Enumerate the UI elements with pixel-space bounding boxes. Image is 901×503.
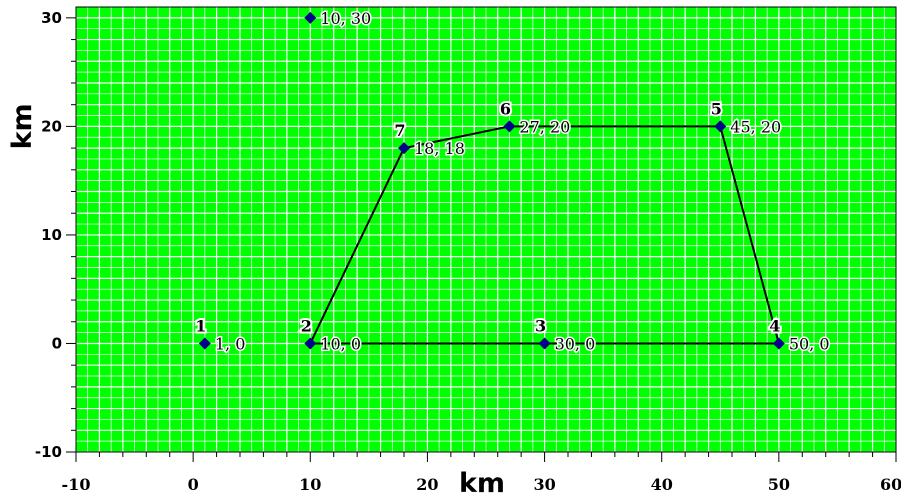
- x-tick-label: 30: [533, 475, 555, 494]
- point-id-label: 4: [769, 316, 780, 335]
- x-tick-label: 50: [768, 475, 790, 494]
- point-marker: [304, 11, 317, 24]
- point-marker: [304, 337, 317, 350]
- y-axis-ticks: 30 20 10 0 -10: [35, 9, 76, 461]
- point-id-label: 1: [195, 316, 206, 335]
- x-tick-label: 40: [651, 475, 673, 494]
- y-tick-label: 30: [41, 9, 62, 27]
- y-axis-title: km: [7, 103, 38, 149]
- y-tick-label: 10: [41, 226, 62, 244]
- x-tick-label: 0: [188, 475, 199, 494]
- point-id-label: 6: [500, 99, 511, 118]
- point-coordinate-label: 50, 0: [789, 334, 830, 353]
- point-coordinate-label: 10, 30: [320, 9, 371, 28]
- point-coordinate-label: 45, 20: [730, 117, 781, 136]
- point-coordinate-label: 10, 0: [320, 334, 361, 353]
- y-tick-label: 0: [52, 334, 62, 352]
- point-id-label: 7: [394, 121, 405, 140]
- point-marker: [538, 337, 551, 350]
- plot-frame: [75, 6, 897, 453]
- x-axis-ticks: -10 0 10 20 30 40 50 60: [62, 452, 901, 494]
- x-axis-title: km: [459, 468, 505, 499]
- point-coordinate-label: 27, 20: [519, 117, 570, 136]
- data-points: 1, 0 1 10, 0 2 30, 0 3 50, 0 4 45, 20 5 27, 20 6 18,…: [193, 7, 831, 355]
- point-id-label: 5: [711, 99, 722, 118]
- point-coordinate-label: 18, 18: [414, 139, 465, 158]
- x-tick-label: 10: [299, 475, 321, 494]
- point-id-label: 3: [535, 316, 546, 335]
- x-tick-label: 60: [880, 475, 901, 494]
- point-marker: [714, 120, 727, 133]
- point-marker: [503, 120, 516, 133]
- point-marker: [772, 337, 785, 350]
- y-tick-label: 20: [41, 117, 62, 135]
- polygon-outline: [309, 125, 781, 345]
- point-coordinate-label: 30, 0: [555, 334, 596, 353]
- x-tick-label: -10: [62, 475, 91, 494]
- point-id-label: 2: [301, 316, 312, 335]
- point-marker: [398, 142, 410, 155]
- y-tick-label: -10: [35, 443, 62, 461]
- x-tick-label: 20: [416, 475, 438, 494]
- point-coordinate-label: 1, 0: [215, 334, 246, 353]
- point-marker: [198, 337, 211, 350]
